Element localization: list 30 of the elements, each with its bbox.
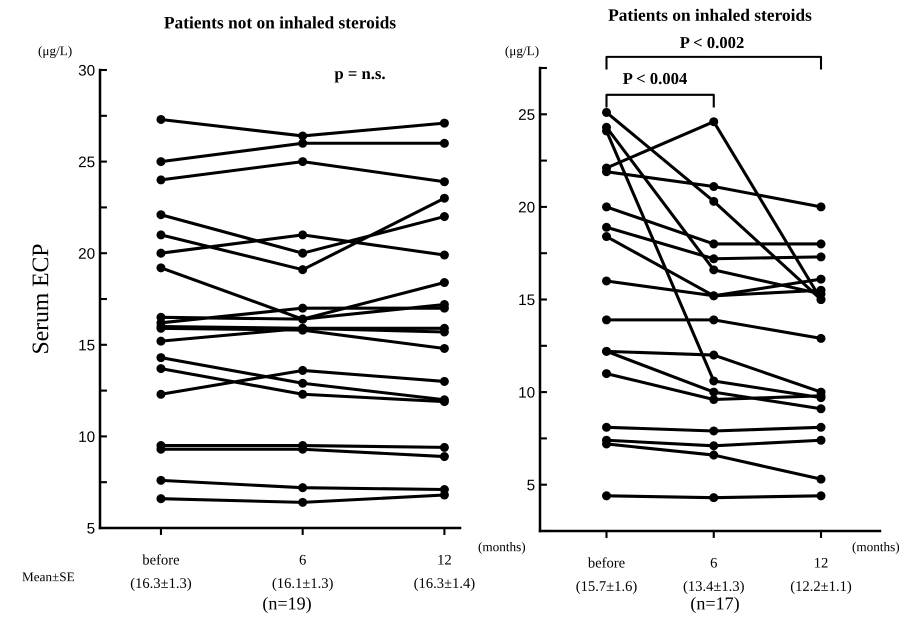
y-tick-label: 20: [78, 248, 95, 259]
x-tick-label: 12 (12.2±1.1): [790, 558, 852, 594]
text: P < 0.002: [680, 36, 744, 48]
annotation: P < 0.004: [622, 72, 687, 84]
y-tick-label: 5: [87, 523, 94, 534]
text: (months): [478, 542, 526, 554]
y-tick-label: 25: [518, 109, 534, 120]
x-tick-label: before (16.3±1.3): [130, 554, 192, 591]
x-tick-label: 6 (16.1±1.3): [272, 554, 333, 591]
y-tick-label: 10: [79, 431, 95, 442]
y-axis-title: Serum ECP: [32, 244, 48, 353]
y-tick-label: 30: [78, 64, 95, 76]
y-tick-label: 5: [527, 480, 534, 490]
y-tick-label: 15: [519, 294, 534, 306]
text: (n=17): [691, 596, 739, 614]
chart-title: Patients on inhaled steroids: [608, 8, 812, 21]
text: (months): [852, 542, 900, 554]
x-tick-label: 6 (13.4±1.3): [684, 558, 744, 594]
text: (μg/L): [38, 46, 72, 58]
y-tick-label: 15: [79, 340, 94, 350]
y-tick-label: 25: [78, 156, 94, 168]
text: (n=19): [263, 596, 311, 614]
x-tick-label: 12 (16.3±1.4): [414, 554, 474, 591]
chart-title: Patients not on inhaled steroids: [164, 16, 396, 29]
annotation: p = n.s.: [334, 71, 385, 83]
y-tick-label: 20: [518, 202, 535, 213]
y-tick-label: 10: [519, 386, 535, 398]
x-tick-label: before (15.7±1.6): [576, 557, 637, 594]
text: Mean±SE: [22, 572, 74, 582]
text: (μg/L): [505, 46, 539, 58]
